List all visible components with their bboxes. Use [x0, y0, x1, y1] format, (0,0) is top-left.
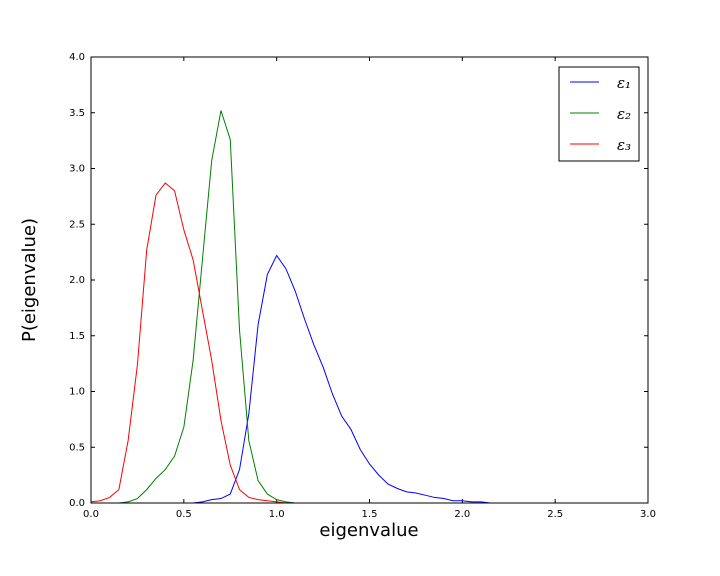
- x-tick-label: 1.0: [269, 509, 285, 520]
- x-tick-label: 2.5: [547, 509, 563, 520]
- x-tick-label: 0.0: [83, 509, 99, 520]
- x-tick-label: 1.5: [362, 509, 378, 520]
- y-axis-label: P(eigenvalue): [19, 218, 40, 342]
- y-tick-label: 4.0: [69, 52, 85, 63]
- y-tick-label: 3.0: [69, 164, 85, 175]
- plot-frame: [90, 56, 649, 504]
- x-tick-label: 0.5: [176, 509, 192, 520]
- legend-label: ε₃: [617, 136, 631, 154]
- legend-frame: [558, 66, 640, 162]
- y-tick-label: 3.5: [69, 108, 85, 119]
- y-tick-label: 2.0: [69, 275, 85, 286]
- legend-label: ε₁: [617, 74, 631, 92]
- y-tick-label: 1.5: [69, 331, 85, 342]
- y-tick-label: 0.5: [69, 442, 85, 453]
- x-tick-label: 2.0: [454, 509, 470, 520]
- legend-label: ε₂: [617, 105, 631, 123]
- y-tick-label: 1.0: [69, 387, 85, 398]
- x-tick-label: 3.0: [640, 509, 656, 520]
- y-tick-label: 0.0: [69, 498, 85, 509]
- x-axis-label: eigenvalue: [319, 520, 418, 541]
- y-tick-label: 2.5: [69, 219, 85, 230]
